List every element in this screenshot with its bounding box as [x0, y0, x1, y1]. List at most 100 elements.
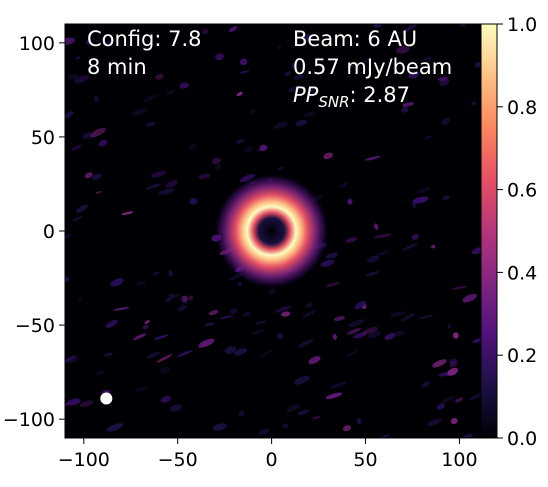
- noise-speckle: [472, 338, 482, 344]
- noise-speckle: [142, 324, 149, 330]
- colorbar-tick-label: 1.0: [507, 14, 537, 36]
- noise-speckle: [395, 46, 410, 54]
- noise-speckle: [153, 334, 169, 340]
- ring-emission: [213, 173, 330, 289]
- noise-speckle: [390, 311, 405, 317]
- noise-speckle: [451, 285, 468, 290]
- sensitivity-label: 0.57 mJy/beam: [293, 55, 452, 79]
- x-tick-label: 100: [441, 449, 477, 471]
- noise-speckle: [325, 252, 339, 259]
- noise-speckle: [243, 146, 254, 153]
- noise-speckle: [365, 271, 380, 277]
- noise-speckle: [74, 75, 90, 84]
- noise-speckle: [165, 180, 178, 188]
- noise-speckle: [160, 395, 171, 403]
- noise-speckle: [277, 333, 284, 340]
- noise-speckle: [158, 188, 175, 195]
- noise-speckle: [165, 297, 172, 303]
- noise-speckle: [204, 322, 215, 326]
- pp-main: PP: [293, 83, 319, 107]
- noise-speckle: [441, 117, 451, 126]
- noise-speckle: [75, 204, 88, 213]
- noise-speckle: [391, 330, 405, 337]
- noise-speckle: [452, 332, 459, 339]
- noise-speckle: [150, 170, 167, 178]
- y-tick-label: −100: [3, 409, 55, 431]
- noise-speckle: [270, 433, 276, 438]
- noise-speckle: [208, 309, 219, 316]
- noise-speckle: [347, 198, 353, 205]
- noise-speckle: [297, 409, 310, 415]
- noise-speckle: [166, 89, 175, 96]
- noise-speckle: [224, 346, 237, 354]
- noise-speckle: [373, 233, 392, 239]
- noise-speckle: [356, 418, 362, 424]
- noise-speckle: [75, 56, 81, 60]
- colorbar-tick-label: 0.4: [507, 262, 537, 284]
- noise-speckle: [377, 250, 390, 256]
- colorbar-tick-label: 0.8: [507, 97, 537, 119]
- noise-speckle: [258, 146, 269, 152]
- noise-speckle: [170, 293, 181, 299]
- noise-speckle: [280, 311, 291, 317]
- noise-speckle: [436, 403, 445, 410]
- noise-speckle: [156, 354, 173, 363]
- y-tick-label: −50: [15, 315, 55, 337]
- noise-speckle: [98, 139, 108, 147]
- noise-speckle: [95, 190, 102, 194]
- noise-speckle: [240, 58, 248, 66]
- noise-speckle: [367, 330, 381, 339]
- noise-speckle: [364, 155, 381, 161]
- noise-speckle: [348, 319, 365, 328]
- noise-speckle: [332, 333, 337, 340]
- noise-speckle: [373, 223, 379, 230]
- noise-speckle: [362, 58, 372, 64]
- noise-speckle: [65, 37, 75, 45]
- noise-speckle: [189, 198, 198, 205]
- noise-speckle: [302, 309, 317, 318]
- noise-speckle: [345, 237, 358, 243]
- noise-speckle: [308, 89, 316, 93]
- noise-speckle: [77, 296, 83, 302]
- noise-speckle: [212, 423, 227, 431]
- y-axis: 100 50 0 −50 −100: [3, 33, 65, 431]
- noise-speckle: [259, 349, 274, 358]
- noise-speckle: [250, 108, 256, 115]
- noise-speckle: [131, 108, 148, 116]
- noise-speckle: [440, 396, 454, 404]
- noise-speckle: [239, 173, 256, 183]
- noise-speckle: [144, 320, 150, 324]
- noise-speckle: [105, 319, 118, 328]
- noise-speckle: [412, 196, 429, 204]
- noise-speckle: [243, 311, 251, 317]
- noise-speckle: [408, 71, 420, 79]
- noise-speckle: [113, 306, 130, 311]
- noise-speckle: [373, 24, 382, 28]
- y-tick-label: 100: [19, 33, 55, 55]
- noise-speckle: [86, 39, 92, 45]
- noise-speckle: [320, 259, 335, 267]
- noise-speckle: [276, 166, 285, 171]
- noise-speckle: [325, 281, 341, 288]
- noise-speckle: [102, 39, 115, 46]
- noise-speckle: [268, 287, 276, 295]
- noise-speckle: [96, 370, 105, 375]
- noise-speckle: [293, 74, 305, 80]
- noise-speckle: [431, 244, 436, 249]
- noise-speckle: [293, 375, 310, 385]
- noise-speckle: [424, 56, 432, 63]
- noise-speckle: [146, 351, 161, 359]
- beam-ellipse: [100, 392, 113, 405]
- noise-speckle: [136, 281, 147, 286]
- noise-speckle: [155, 73, 164, 80]
- noise-speckle: [188, 143, 197, 150]
- noise-speckle: [219, 315, 234, 319]
- noise-speckle: [474, 61, 482, 68]
- pp-snr-label: PPSNR: 2.87: [293, 83, 410, 111]
- noise-speckle: [411, 234, 420, 240]
- noise-speckle: [288, 85, 301, 93]
- time-label: 8 min: [87, 55, 147, 79]
- noise-speckle: [152, 271, 159, 276]
- noise-speckle: [447, 323, 452, 329]
